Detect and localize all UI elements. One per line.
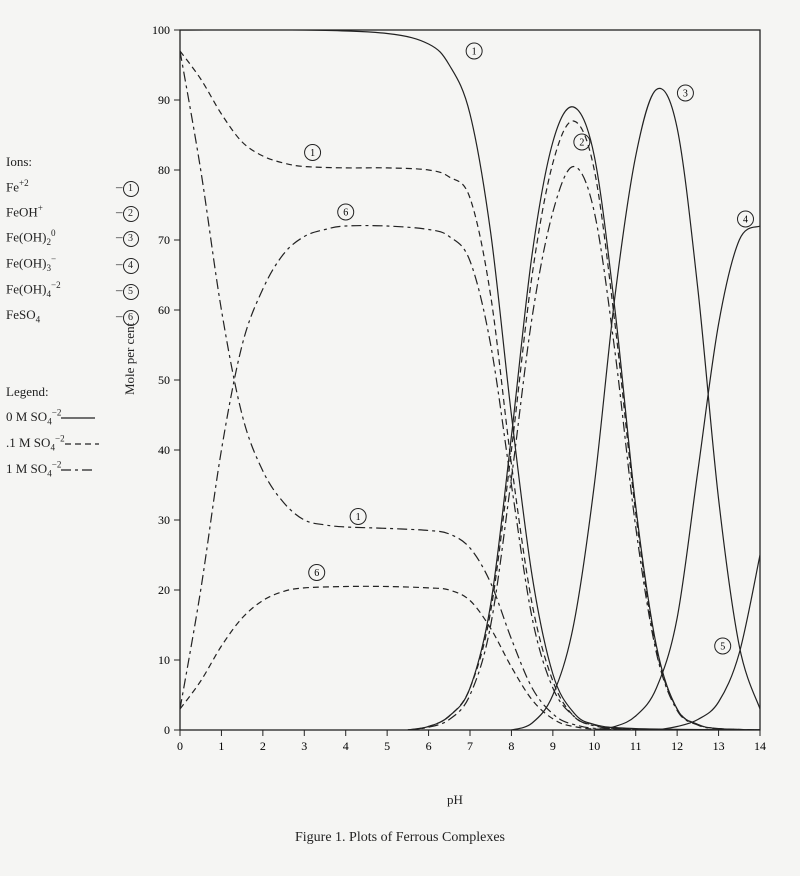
svg-text:1: 1 xyxy=(218,739,224,753)
svg-text:6: 6 xyxy=(426,739,432,753)
svg-text:4: 4 xyxy=(343,739,349,753)
svg-text:1: 1 xyxy=(356,512,361,523)
svg-text:1: 1 xyxy=(472,47,477,58)
ion-row: Fe+2–1 xyxy=(6,175,146,200)
svg-text:6: 6 xyxy=(343,208,348,219)
ion-row: Fe(OH)20–3 xyxy=(6,225,146,251)
svg-text:100: 100 xyxy=(152,23,170,37)
svg-text:80: 80 xyxy=(158,163,170,177)
legend-row: .1 M SO4−2 xyxy=(6,431,146,457)
chart-plot: 0123456789101112131401020304050607080901… xyxy=(140,20,770,770)
svg-text:5: 5 xyxy=(384,739,390,753)
svg-text:4: 4 xyxy=(743,215,748,226)
svg-text:12: 12 xyxy=(671,739,683,753)
svg-text:8: 8 xyxy=(508,739,514,753)
ions-title: Ions: xyxy=(6,150,146,175)
ions-legend: Ions: Fe+2–1FeOH+–2Fe(OH)20–3Fe(OH)3−–4F… xyxy=(6,150,146,329)
svg-text:6: 6 xyxy=(314,568,319,579)
svg-text:10: 10 xyxy=(588,739,600,753)
ion-row: Fe(OH)3−–4 xyxy=(6,251,146,277)
svg-text:2: 2 xyxy=(260,739,266,753)
legend-row: 0 M SO4−2 xyxy=(6,405,146,431)
svg-text:2: 2 xyxy=(579,138,584,149)
svg-text:7: 7 xyxy=(467,739,473,753)
svg-text:0: 0 xyxy=(164,723,170,737)
svg-text:50: 50 xyxy=(158,373,170,387)
svg-text:90: 90 xyxy=(158,93,170,107)
svg-text:70: 70 xyxy=(158,233,170,247)
svg-text:10: 10 xyxy=(158,653,170,667)
y-axis-label: Mole per cent xyxy=(122,323,138,395)
svg-text:20: 20 xyxy=(158,583,170,597)
svg-text:14: 14 xyxy=(754,739,766,753)
svg-text:40: 40 xyxy=(158,443,170,457)
linestyle-legend: Legend: 0 M SO4−2.1 M SO4−21 M SO4−2 xyxy=(6,380,146,483)
svg-text:5: 5 xyxy=(720,642,725,653)
svg-text:1: 1 xyxy=(310,148,315,159)
svg-text:13: 13 xyxy=(713,739,725,753)
svg-text:9: 9 xyxy=(550,739,556,753)
x-axis-label: pH xyxy=(140,792,770,808)
svg-text:0: 0 xyxy=(177,739,183,753)
svg-text:60: 60 xyxy=(158,303,170,317)
svg-text:11: 11 xyxy=(630,739,642,753)
legend-row: 1 M SO4−2 xyxy=(6,457,146,483)
figure-caption: Figure 1. Plots of Ferrous Complexes xyxy=(0,830,800,846)
ion-row: FeOH+–2 xyxy=(6,200,146,225)
ion-row: Fe(OH)4−2–5 xyxy=(6,277,146,303)
svg-text:3: 3 xyxy=(301,739,307,753)
svg-text:30: 30 xyxy=(158,513,170,527)
svg-text:3: 3 xyxy=(683,89,688,100)
